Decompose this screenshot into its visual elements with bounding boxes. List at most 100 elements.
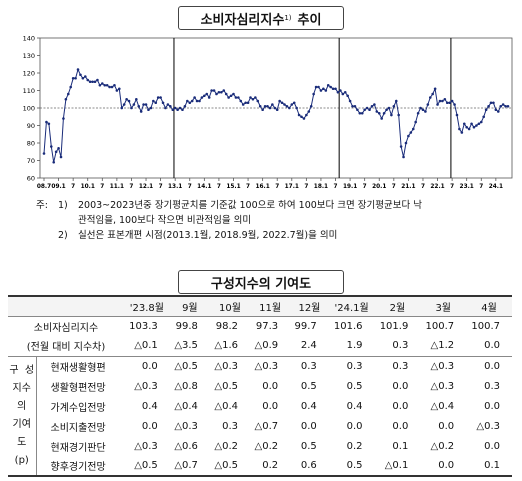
csi-data-point [69, 85, 73, 89]
csi-data-point [91, 80, 94, 84]
csi-data-point [79, 73, 82, 77]
diff-value: △3.5 [169, 336, 210, 357]
chart-title-main: 소비자심리지수 [200, 12, 285, 28]
csi-data-point [458, 127, 461, 131]
csi-data-point [222, 89, 226, 92]
csi-data-point [246, 101, 250, 105]
csi-data-point [380, 117, 383, 120]
csi-data-point [59, 155, 63, 159]
table-row: 구 성 지수의 기여도 (p) 현재생활형편 0.0 △0.5 △0.3 △0.3 0.3 0.3 0… [8, 356, 512, 477]
csi-data-point [363, 108, 366, 112]
csi-data-point [314, 85, 318, 89]
csi-data-point [152, 99, 155, 103]
column-header-5: '24.1월 [328, 295, 375, 317]
column-header-1: 9월 [169, 295, 210, 317]
contribution-value: 0.0 [141, 420, 158, 432]
csi-data-point [290, 103, 294, 106]
x-tick-label: 15.1 [226, 184, 240, 190]
csi-data-point [477, 122, 481, 126]
csi-data-point [159, 96, 162, 99]
contribution-value: 0.4 [346, 400, 363, 412]
csi-data-point [443, 97, 447, 101]
row-label: 생활형편전망 [50, 382, 106, 394]
csi-data-point [244, 101, 247, 105]
csi-data-point [144, 103, 148, 106]
table-row: 가계수입전망 0.4 △0.4 △0.4 0.0 0.4 0.4 0.0 △0.4 0.0 [8, 396, 512, 416]
csi-data-point [251, 97, 255, 101]
csi-data-point [64, 97, 68, 101]
contribution-value: △0.5 [174, 360, 198, 372]
x-tick-label: 10.1 [81, 184, 95, 190]
csi-data-point [45, 120, 48, 124]
x-tick-label: 17.1 [285, 184, 299, 190]
table-row-csi: 소비자심리지수 103.3 99.8 98.2 97.3 99.7 101.6 101.9 1… [8, 316, 512, 336]
contribution-value: △0.5 [214, 380, 239, 392]
csi-data-point [105, 83, 109, 87]
csi-data-point [217, 90, 221, 94]
csi-data-point [137, 104, 141, 108]
csi-data-point [285, 104, 289, 108]
csi-data-point [382, 111, 386, 115]
table-row: 향후경기전망 △0.5 △0.7 △0.5 0.2 0.6 0.5 △0.1 0.0 0.1 [8, 456, 512, 477]
csi-data-point [239, 99, 243, 103]
csi-value: 99.8 [175, 320, 198, 332]
csi-data-point [407, 134, 410, 138]
csi-data-point [499, 104, 503, 108]
x-tick-label: 7 [71, 184, 75, 190]
row-label: 소비지출전망 [50, 422, 106, 434]
csi-data-point [484, 108, 488, 112]
contribution-value: △0.4 [214, 400, 239, 412]
x-tick-label: 18.1 [314, 184, 328, 190]
contribution-value: 0.3 [392, 360, 409, 372]
column-header-0: '23.8월 [124, 295, 170, 317]
x-tick-label: 7 [479, 184, 483, 190]
csi-data-point [312, 92, 315, 96]
csi-data-point [479, 120, 483, 124]
csi-data-point [154, 101, 158, 105]
csi-data-point [404, 141, 408, 145]
contribution-value: 0.3 [484, 380, 500, 392]
csi-data-point [424, 110, 427, 113]
csi-data-point [365, 106, 369, 110]
csi-data-point [113, 83, 116, 87]
chart-title: 소비자심리지수 1) 추이 [178, 6, 344, 30]
table-row: 소비지출전망 0.0 △0.3 0.3 △0.7 0.0 0.0 0.0 0.0 △0.3 [8, 416, 512, 436]
csi-data-point [139, 110, 143, 113]
csi-data-point [433, 87, 437, 91]
csi-data-point [322, 87, 325, 91]
contribution-value: 0.0 [392, 380, 409, 392]
csi-data-point [326, 83, 330, 87]
csi-data-point [416, 111, 420, 115]
csi-data-point [135, 97, 138, 101]
contribution-value: △0.4 [174, 400, 198, 412]
csi-data-point [93, 80, 97, 84]
csi-line-chart: 60 70 80 90 100 110 120 130 140 08.7 09.1 7 10.1 7 11.… [23, 35, 513, 190]
x-tick-label: 7 [450, 184, 454, 190]
csi-data-point [54, 150, 58, 154]
contribution-value: 0.5 [300, 440, 317, 452]
note-1-number: 1) [58, 200, 68, 211]
csi-data-point [482, 115, 486, 119]
contribution-value: 0.5 [346, 380, 363, 392]
contribution-value: 0.0 [438, 420, 455, 432]
csi-data-point [302, 117, 306, 120]
csi-data-point [305, 113, 308, 117]
csi-data-point [501, 103, 505, 106]
csi-data-point [506, 104, 510, 108]
x-tick-label: 7 [159, 184, 163, 190]
table-row-diff: (전월 대비 지수차) △0.1 △3.5 △1.6 △0.9 2.4 1.9 0.3 △1.… [8, 336, 512, 357]
csi-data-point [254, 96, 257, 99]
csi-data-point [385, 108, 388, 112]
csi-data-point [234, 96, 238, 99]
csi-data-point [353, 104, 357, 108]
csi-data-point [472, 125, 476, 129]
csi-data-point [164, 106, 167, 110]
csi-data-point [71, 76, 75, 80]
csi-data-point [261, 108, 264, 112]
x-tick-label: 7 [304, 184, 308, 190]
x-tick-label: 7 [246, 184, 250, 190]
contribution-value: 0.6 [290, 456, 329, 477]
csi-data-point [181, 108, 184, 112]
csi-data-point [431, 92, 434, 96]
csi-data-point [101, 82, 104, 85]
